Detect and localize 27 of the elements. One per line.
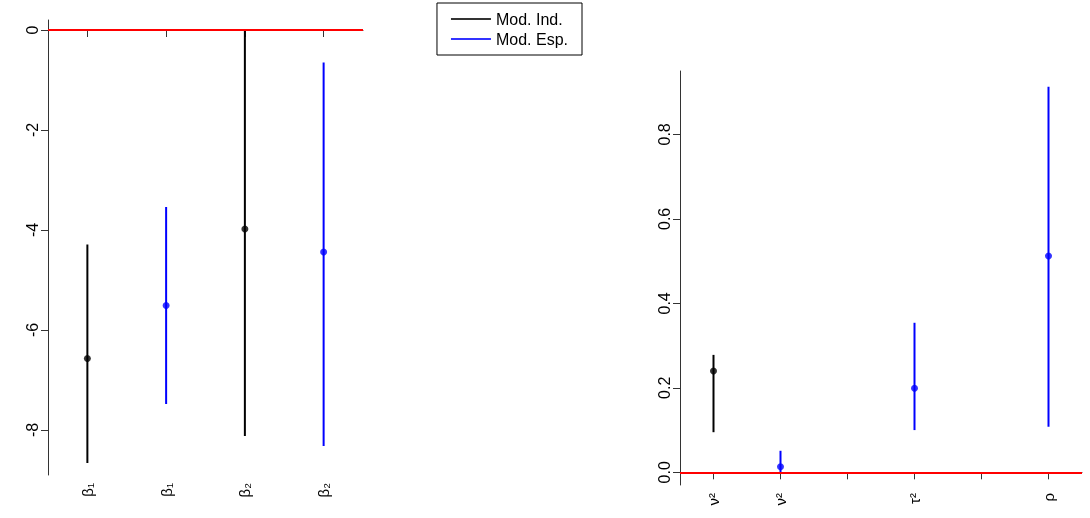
- x-tick-label: β₂: [315, 482, 333, 498]
- point: [320, 248, 328, 256]
- y-tick-label: 0.2: [655, 376, 673, 399]
- point: [1045, 252, 1052, 260]
- y-tick-label: -8: [23, 422, 41, 438]
- y-tick-label: 0: [23, 25, 41, 35]
- y-tick-label: -4: [23, 222, 41, 238]
- x-tick-label: ρ: [1040, 493, 1057, 502]
- y-tick-label: 0.4: [655, 292, 673, 315]
- point: [911, 384, 918, 392]
- legend-label: Mod. Esp.: [495, 30, 568, 48]
- point: [710, 367, 717, 375]
- legend-label: Mod. Ind.: [495, 10, 563, 28]
- x-tick-label: β₁: [78, 483, 96, 497]
- x-tick-label: β₁: [157, 483, 175, 497]
- y-tick-label: 0.8: [655, 123, 673, 146]
- x-tick-label: β₂: [236, 482, 254, 498]
- x-tick-label: ν²: [705, 493, 722, 506]
- y-tick-label: 0.6: [655, 207, 673, 230]
- point: [162, 302, 170, 309]
- x-tick-label: ν²: [772, 493, 789, 506]
- point: [83, 355, 91, 362]
- y-tick-label: -6: [23, 322, 41, 338]
- y-tick-label: 0.0: [655, 461, 673, 484]
- y-tick-label: -2: [23, 122, 41, 138]
- x-tick-label: τ²: [906, 493, 923, 504]
- point: [777, 463, 784, 471]
